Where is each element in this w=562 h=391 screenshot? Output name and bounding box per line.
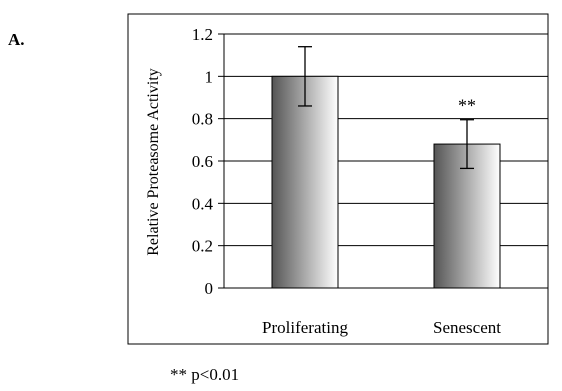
y-tick-label: 1.2 — [192, 25, 213, 44]
y-tick-label: 0.6 — [192, 152, 213, 171]
error-bars — [298, 46, 474, 170]
significance-footnote: ** p<0.01 — [170, 365, 239, 384]
significance-annotations: ** — [458, 96, 476, 116]
y-tick-label: 0.4 — [192, 194, 214, 213]
x-tick-labels: Proliferating Senescent — [262, 318, 501, 337]
bars — [271, 75, 501, 289]
significance-marker: ** — [458, 96, 476, 116]
panel-label: A. — [8, 30, 25, 49]
y-tick-label: 1 — [205, 67, 214, 86]
x-tick-label: Senescent — [433, 318, 501, 337]
y-tick-label: 0.2 — [192, 237, 213, 256]
y-axis-title: Relative Proteasome Activity — [145, 68, 162, 256]
x-tick-label: Proliferating — [262, 318, 348, 337]
y-axis: 0 0.2 0.4 0.6 0.8 1 1.2 — [192, 25, 548, 298]
y-tick-label: 0 — [205, 279, 214, 298]
y-tick-label: 0.8 — [192, 110, 213, 129]
bar-proliferating — [271, 75, 339, 289]
